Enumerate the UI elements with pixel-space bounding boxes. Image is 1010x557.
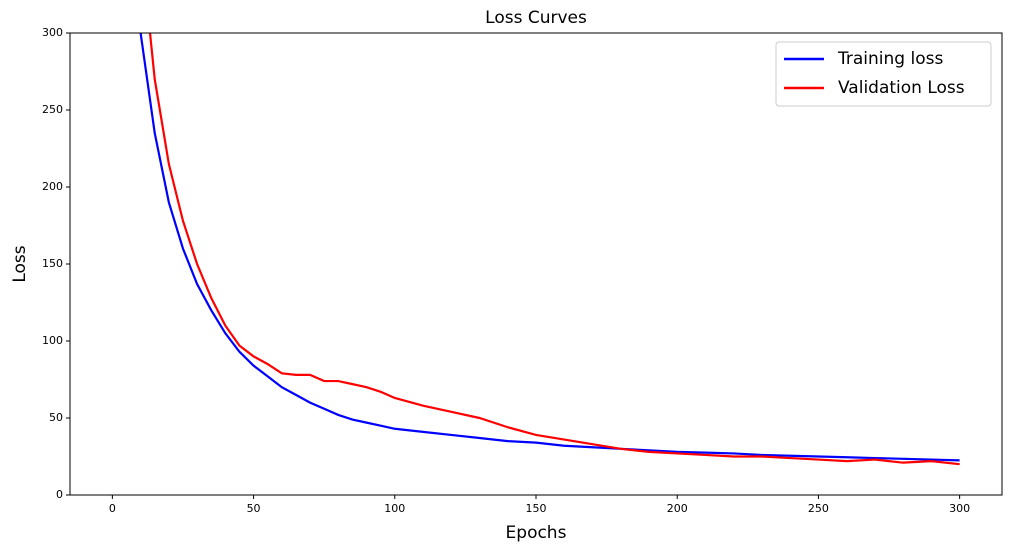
x-tick-label: 50: [247, 502, 261, 515]
y-tick-label: 0: [56, 488, 63, 501]
y-tick-label: 200: [42, 180, 63, 193]
legend-label: Validation Loss: [838, 78, 965, 98]
line: [148, 33, 960, 466]
y-tick-label: 150: [42, 257, 63, 270]
y-axis-label: Loss: [10, 245, 30, 282]
x-tick-label: 200: [667, 502, 688, 515]
legend-label: Training loss: [837, 49, 943, 69]
line: [139, 33, 960, 462]
y-tick-label: 100: [42, 334, 63, 347]
y-tick-label: 250: [42, 103, 63, 116]
chart-title: Loss Curves: [485, 8, 587, 28]
x-tick-label: 300: [949, 502, 970, 515]
x-tick-label: 0: [109, 502, 116, 515]
y-tick-label: 300: [42, 26, 63, 39]
plot-area: [139, 33, 960, 466]
x-axis-label: Epochs: [506, 523, 567, 543]
x-tick-label: 100: [384, 502, 405, 515]
legend-box: [775, 41, 992, 107]
x-tick-label: 150: [526, 502, 547, 515]
y-tick-label: 50: [49, 411, 63, 424]
x-tick-label: 250: [808, 502, 829, 515]
plot-frame: [69, 32, 1003, 496]
